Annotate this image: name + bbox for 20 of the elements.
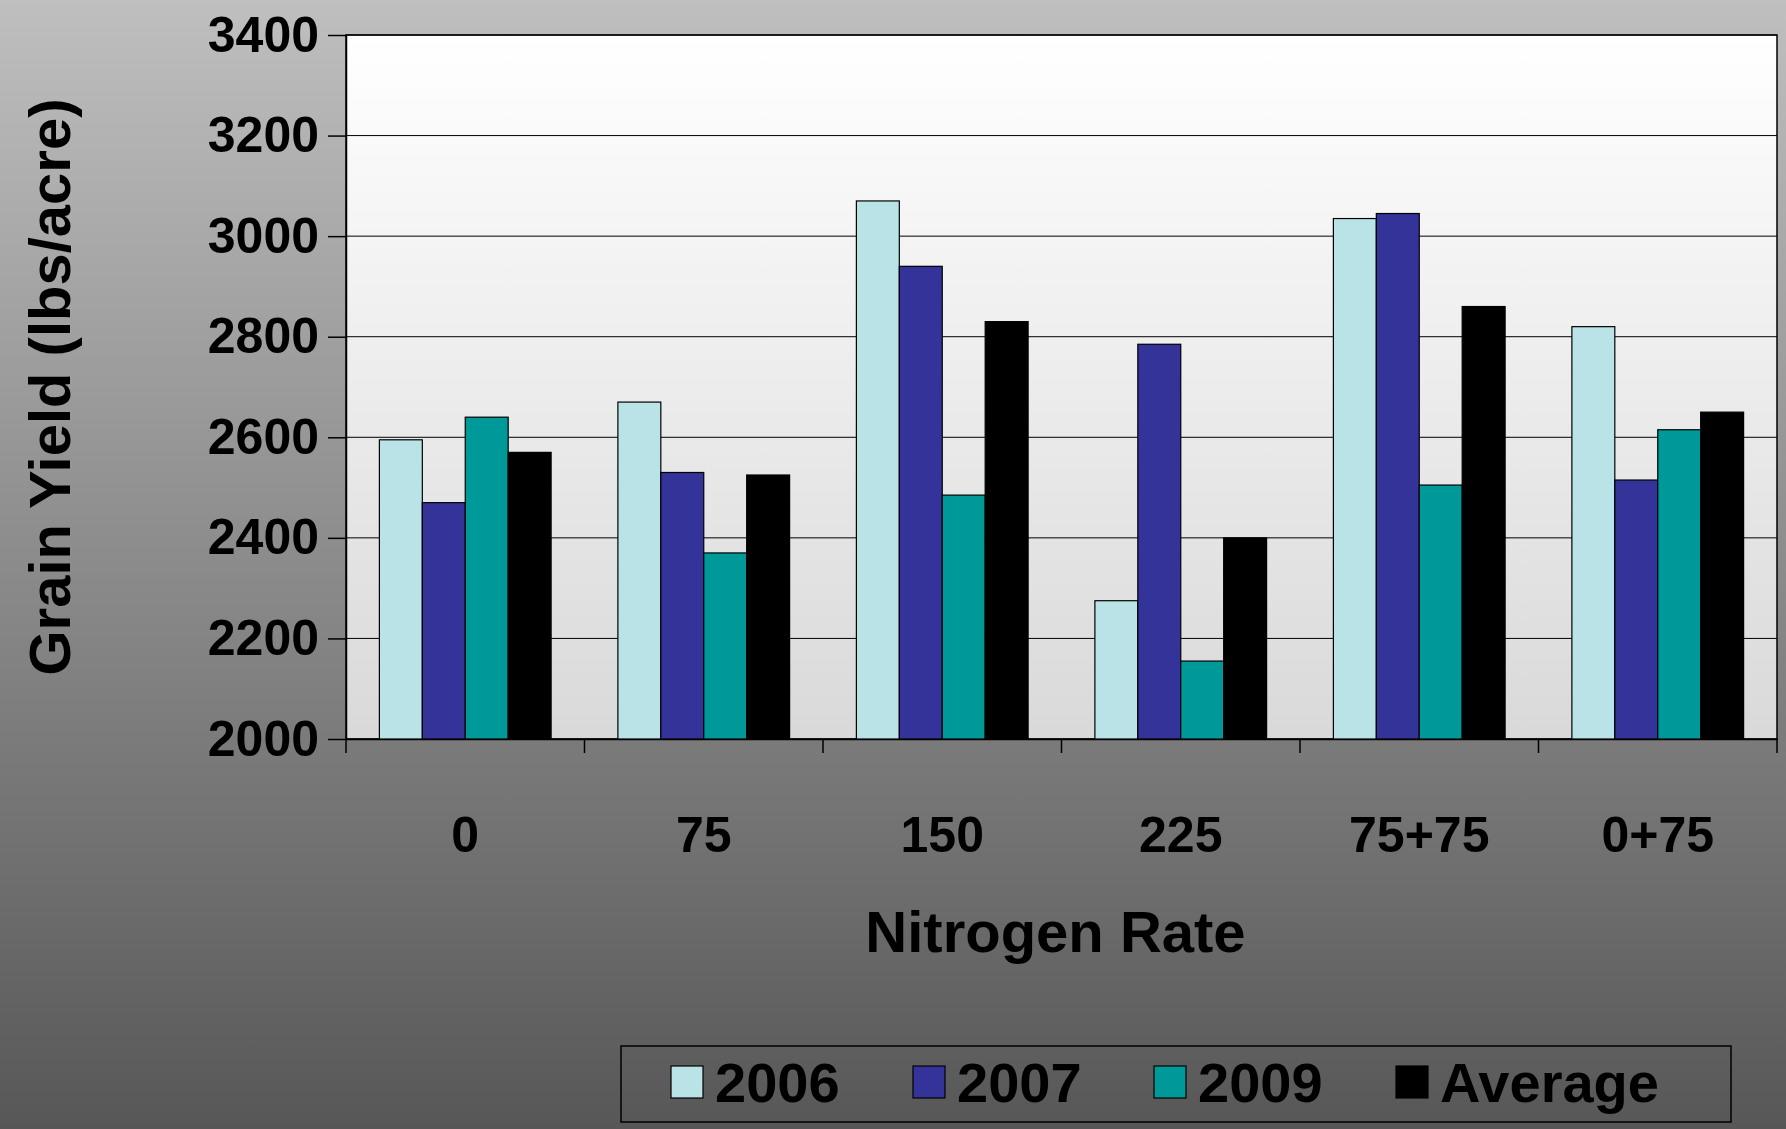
y-tick-label: 2800 bbox=[207, 308, 319, 365]
y-tick-label: 3000 bbox=[207, 207, 319, 264]
y-tick-label: 2200 bbox=[207, 609, 319, 666]
y-tick-label: 3400 bbox=[207, 6, 319, 63]
x-axis-title: Nitrogen Rate bbox=[865, 899, 1246, 964]
y-tick-label: 3200 bbox=[207, 107, 319, 164]
legend-label: 2007 bbox=[957, 1051, 1082, 1114]
x-tick-label: 75 bbox=[675, 807, 732, 863]
legend-label: 2006 bbox=[715, 1051, 840, 1114]
x-tick-label: 150 bbox=[900, 807, 984, 863]
x-tick-label: 225 bbox=[1139, 807, 1223, 863]
x-tick-label: 0+75 bbox=[1601, 807, 1715, 863]
y-tick-label: 2600 bbox=[207, 408, 319, 465]
legend-label: Average bbox=[1440, 1051, 1659, 1114]
y-tick-label: 2000 bbox=[207, 710, 319, 767]
y-tick-label: 2400 bbox=[207, 509, 319, 566]
x-tick-label: 0 bbox=[451, 807, 480, 863]
legend-label: 2009 bbox=[1198, 1051, 1323, 1114]
y-axis-title: Grain Yield (lbs/acre) bbox=[17, 98, 82, 676]
x-tick-label: 75+75 bbox=[1349, 807, 1490, 863]
